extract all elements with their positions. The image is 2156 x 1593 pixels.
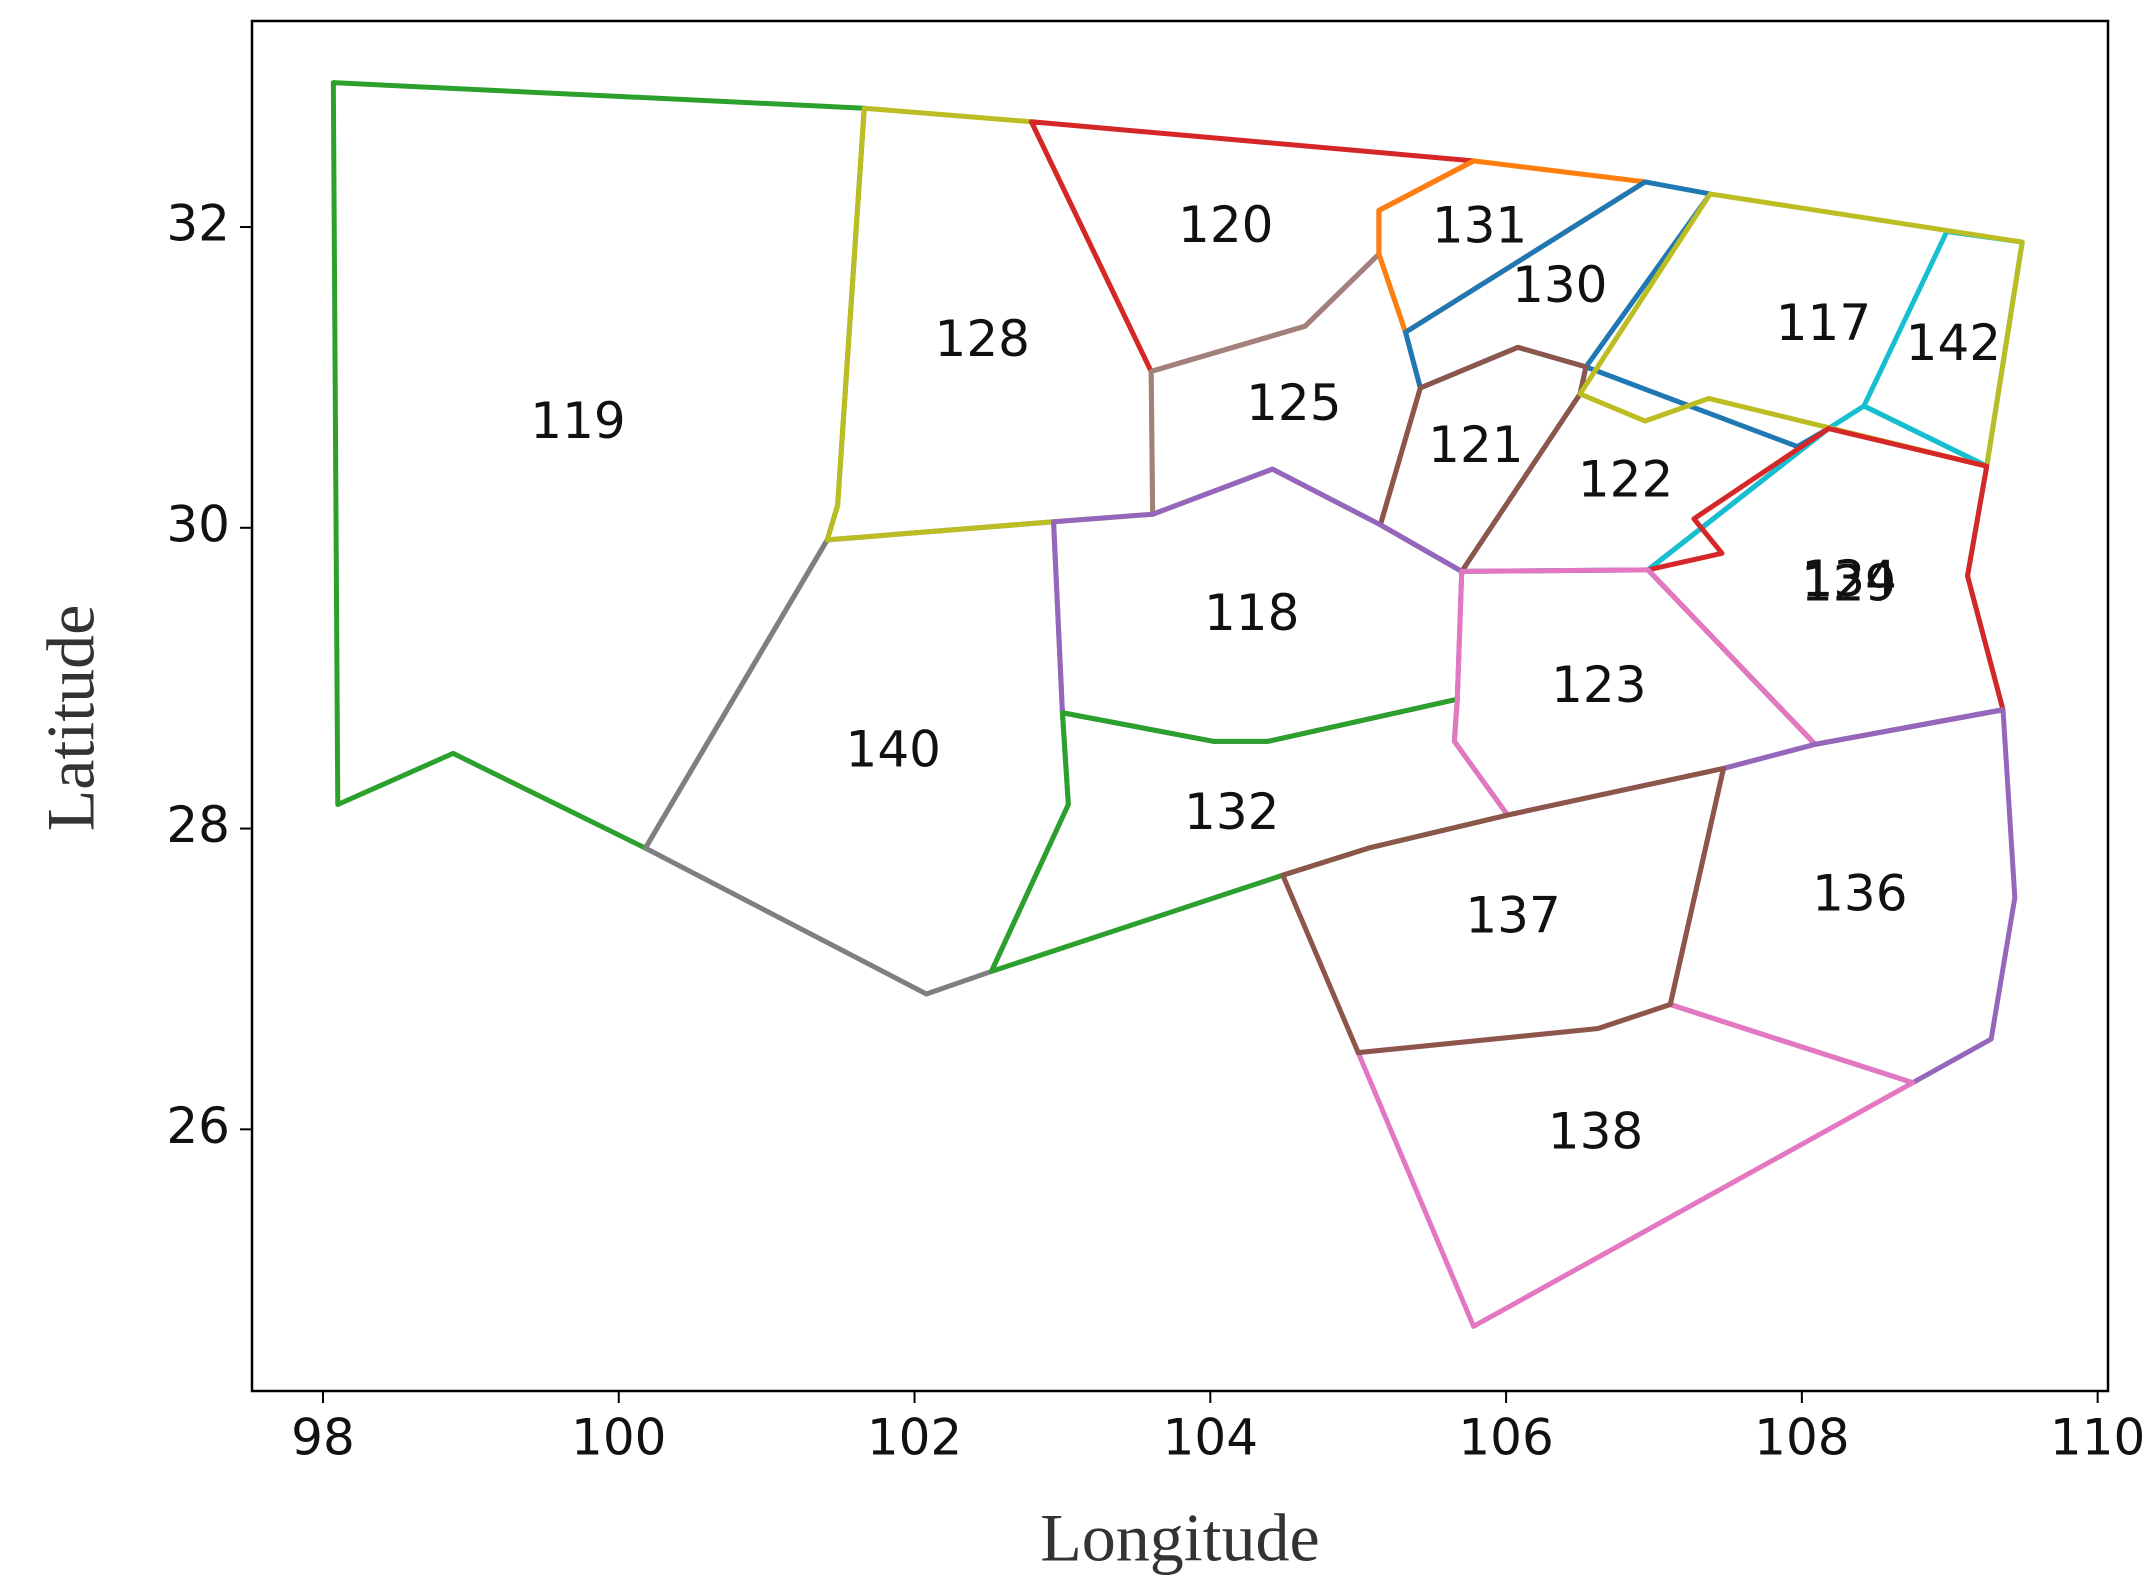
region-label: 134 (1801, 550, 1896, 608)
region-label: 121 (1428, 416, 1523, 474)
x-tick-label: 104 (1163, 1409, 1258, 1467)
x-tick-label: 110 (2050, 1409, 2145, 1467)
x-tick-label: 98 (291, 1409, 355, 1467)
region-label: 140 (846, 721, 941, 779)
y-tick-label: 30 (166, 495, 230, 553)
region-label: 119 (530, 392, 625, 450)
region-label: 132 (1184, 783, 1279, 841)
region-boundary (1376, 158, 1648, 335)
region-label: 117 (1776, 294, 1871, 352)
x-axis-title: Longitude (1040, 1500, 1320, 1576)
region-boundary (1577, 191, 2025, 469)
region-label: 128 (935, 310, 1030, 368)
region-boundary (330, 80, 867, 851)
region-boundary (1355, 1002, 1916, 1329)
region-label: 137 (1465, 887, 1560, 945)
region-label: 120 (1178, 196, 1273, 254)
y-tick-label: 28 (166, 796, 230, 854)
y-tick-label: 26 (166, 1097, 230, 1155)
region-label: 123 (1551, 656, 1646, 714)
x-tick-label: 102 (867, 1409, 962, 1467)
region-label: 142 (1906, 314, 2001, 372)
region-label: 129 (1801, 554, 1896, 612)
x-tick-label: 100 (571, 1409, 666, 1467)
region-label: 138 (1548, 1103, 1643, 1161)
plot-frame (250, 19, 2110, 1393)
y-tick-label: 32 (166, 195, 230, 253)
region-label: 118 (1204, 584, 1299, 642)
region-label: 130 (1512, 256, 1607, 314)
region-label: 125 (1246, 374, 1341, 432)
region-label: 136 (1812, 864, 1907, 922)
region-label: 122 (1578, 450, 1673, 508)
x-tick-label: 106 (1458, 1409, 1553, 1467)
region-label: 131 (1432, 196, 1527, 254)
region-boundary (1280, 765, 1726, 1056)
y-axis-title: Latitude (33, 605, 109, 832)
x-tick-label: 108 (1754, 1409, 1849, 1467)
